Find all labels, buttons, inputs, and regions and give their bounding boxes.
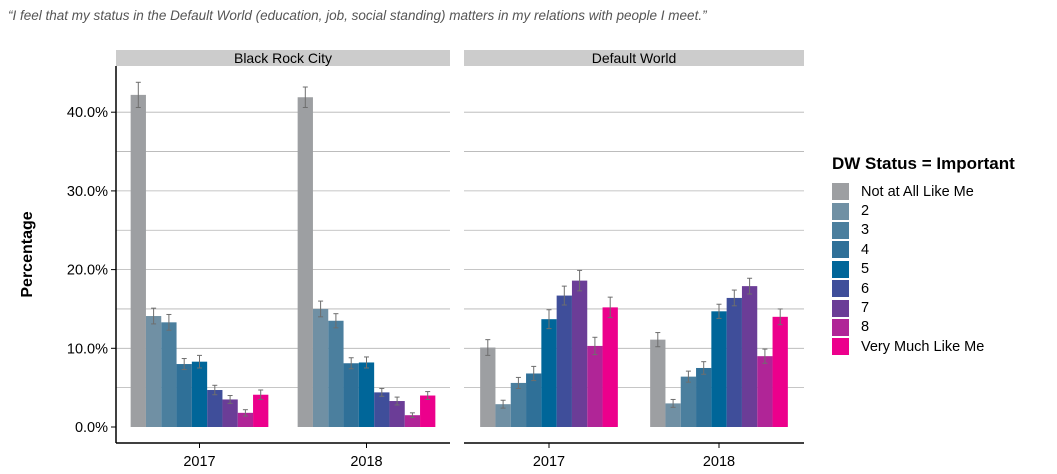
x-tick-label: 2018 [703,454,735,470]
bar [495,404,511,427]
x-tick-label: 2018 [350,454,382,470]
legend-swatch [832,241,849,259]
facet-strip-label: Default World [592,50,677,66]
bar [602,307,618,427]
legend-swatch [832,183,849,201]
legend-items: Not at All Like Me 2 3 4 5 6 7 8 Very Much Like … [832,182,1015,357]
legend: DW Status = Important Not at All Like Me… [832,154,1015,357]
bar [587,345,603,427]
bar [726,297,742,427]
y-axis-title: Percentage [19,211,36,297]
legend-item: 2 [832,201,1015,220]
bar [328,320,344,427]
legend-swatch [832,299,849,317]
bar [191,361,208,427]
bar [130,94,146,428]
legend-item: Very Much Like Me [832,337,1015,356]
chart-caption: “I feel that my status in the Default Wo… [8,8,707,23]
bar [161,322,177,427]
bar [297,97,313,427]
x-tick-label: 2017 [183,454,215,470]
bar [145,316,162,427]
bar [711,311,727,427]
facet-strip-label: Black Rock City [234,50,332,66]
legend-label: 6 [861,280,870,297]
legend-swatch [832,280,849,298]
bar [389,401,405,427]
bar [176,364,192,427]
legend-label: 2 [861,203,870,220]
legend-item: Not at All Like Me [832,182,1015,201]
facet-strip [464,50,804,66]
legend-item: 4 [832,240,1015,259]
bar [480,347,496,427]
legend-swatch [832,338,849,356]
legend-title: DW Status = Important [832,154,1015,173]
legend-swatch [832,260,849,278]
bar-chart: Percentage 0.0% 10.0% 20.0% 30.0% 40.0% Black … [19,50,804,470]
bar [222,399,238,427]
x-tick-label: 2017 [533,454,565,470]
bar [757,356,773,427]
legend-label: Very Much Like Me [861,338,985,355]
legend-label: 7 [861,300,870,317]
y-tick-label: 20.0% [67,263,108,279]
bar [207,390,223,427]
y-tick-label: 40.0% [67,105,108,121]
bar [404,415,421,427]
bar [312,308,329,427]
legend-swatch [832,221,849,239]
legend-swatch [832,202,849,220]
legend-item: 5 [832,260,1015,279]
bar [665,403,681,427]
legend-item: 8 [832,318,1015,337]
bar [420,395,436,427]
facet-strip [116,50,450,66]
bar [358,362,375,427]
y-tick-label: 30.0% [67,184,108,200]
y-tick-label: 10.0% [67,341,108,357]
bar [650,339,666,427]
bar [772,316,788,427]
legend-item: 3 [832,221,1015,240]
bar [680,376,697,427]
legend-label: 4 [861,241,870,258]
bar [556,295,572,427]
legend-label: 8 [861,319,870,336]
bar [374,392,390,427]
bar [541,319,557,427]
bar [253,394,269,427]
y-tick-label: 0.0% [75,420,108,436]
legend-item: 7 [832,298,1015,317]
legend-swatch [832,318,849,336]
legend-item: 6 [832,279,1015,298]
bar [696,367,712,427]
bar [526,373,542,427]
bar [237,412,254,427]
bar [571,280,588,427]
bar [343,363,359,427]
bar [741,286,758,427]
legend-label: Not at All Like Me [861,183,974,200]
legend-label: 5 [861,261,870,278]
bar [510,382,527,427]
legend-label: 3 [861,222,870,239]
